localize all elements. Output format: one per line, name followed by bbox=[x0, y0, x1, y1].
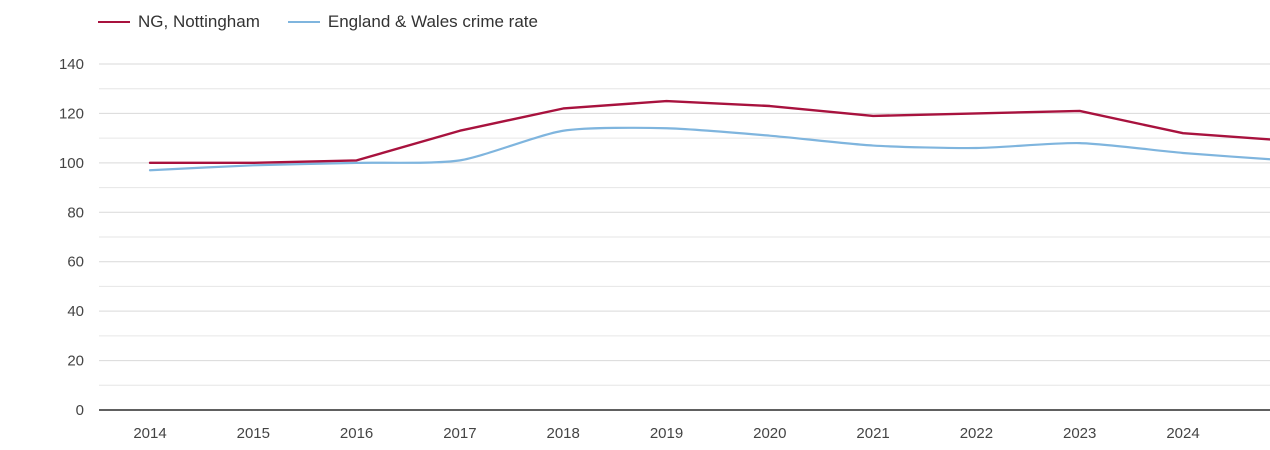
svg-text:80: 80 bbox=[67, 204, 84, 221]
svg-text:2022: 2022 bbox=[960, 425, 993, 442]
svg-text:2015: 2015 bbox=[237, 425, 270, 442]
svg-text:140: 140 bbox=[59, 56, 84, 73]
svg-text:0: 0 bbox=[76, 402, 84, 419]
svg-text:2017: 2017 bbox=[443, 425, 476, 442]
svg-text:2023: 2023 bbox=[1063, 425, 1096, 442]
svg-text:40: 40 bbox=[67, 303, 84, 320]
svg-text:2019: 2019 bbox=[650, 425, 683, 442]
svg-text:2020: 2020 bbox=[753, 425, 786, 442]
svg-text:2014: 2014 bbox=[133, 425, 166, 442]
svg-text:100: 100 bbox=[59, 155, 84, 172]
svg-text:60: 60 bbox=[67, 254, 84, 271]
svg-text:2016: 2016 bbox=[340, 425, 373, 442]
svg-text:120: 120 bbox=[59, 105, 84, 122]
svg-text:2021: 2021 bbox=[856, 425, 889, 442]
svg-text:2018: 2018 bbox=[547, 425, 580, 442]
svg-text:2024: 2024 bbox=[1166, 425, 1199, 442]
svg-text:20: 20 bbox=[67, 353, 84, 370]
